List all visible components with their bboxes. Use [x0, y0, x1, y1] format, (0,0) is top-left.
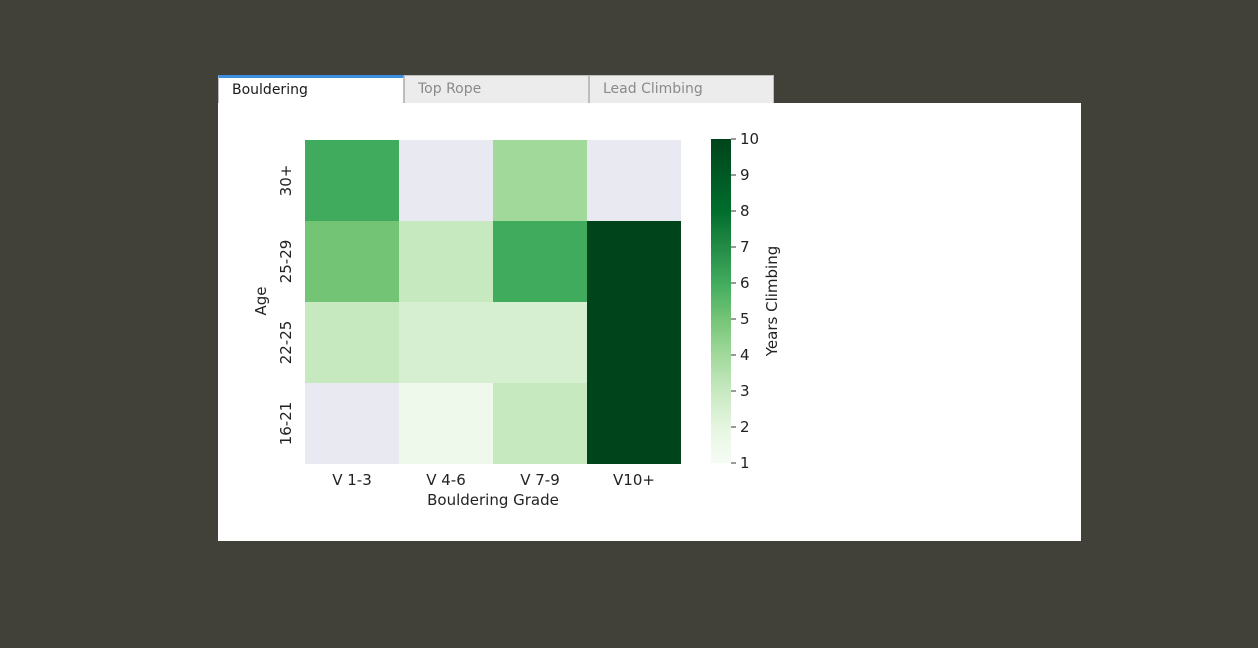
tab-bar: Bouldering Top Rope Lead Climbing — [218, 75, 774, 103]
y-tick-label: 25-29 — [277, 240, 295, 284]
heatmap-cell — [587, 221, 681, 302]
heatmap-cell — [305, 221, 399, 302]
y-tick-label: 22-25 — [277, 321, 295, 365]
tab-top-rope[interactable]: Top Rope — [404, 75, 589, 103]
chart-panel: V 1-3 V 4-6 V 7-9 V10+ 30+ 25-29 22-25 16-21 B… — [218, 103, 1081, 541]
colorbar-tick-label: 7 — [740, 238, 750, 256]
y-tick-label: 16-21 — [277, 402, 295, 446]
colorbar-ticks: 1 2 3 4 5 6 7 8 9 10 — [731, 130, 759, 472]
x-axis-label: Bouldering Grade — [427, 491, 559, 509]
heatmap-cell — [493, 221, 587, 302]
heatmap-cell — [587, 383, 681, 464]
x-tick-label: V 4-6 — [426, 471, 466, 489]
heatmap-cell — [587, 302, 681, 383]
heatmap-cell — [493, 302, 587, 383]
heatmap-cells — [305, 140, 681, 464]
x-tick-label: V 1-3 — [332, 471, 372, 489]
heatmap-cell — [587, 140, 681, 221]
heatmap-cell — [399, 140, 493, 221]
x-tick-label: V10+ — [613, 471, 655, 489]
heatmap-cell — [305, 302, 399, 383]
heatmap-cell — [493, 383, 587, 464]
y-tick-labels: 30+ 25-29 22-25 16-21 — [277, 165, 295, 446]
heatmap-cell — [305, 383, 399, 464]
x-tick-labels: V 1-3 V 4-6 V 7-9 V10+ — [332, 471, 655, 489]
colorbar-tick-label: 10 — [740, 130, 759, 148]
colorbar-label: Years Climbing — [763, 246, 781, 357]
colorbar — [711, 139, 731, 463]
heatmap-cell — [493, 140, 587, 221]
colorbar-tick-label: 2 — [740, 418, 750, 436]
x-tick-label: V 7-9 — [520, 471, 560, 489]
colorbar-tick-label: 5 — [740, 310, 750, 328]
tab-lead-climbing[interactable]: Lead Climbing — [589, 75, 774, 103]
heatmap-cell — [399, 302, 493, 383]
colorbar-tick-label: 8 — [740, 202, 750, 220]
colorbar-tick-label: 1 — [740, 454, 750, 472]
y-tick-label: 30+ — [277, 165, 295, 197]
heatmap-cell — [305, 140, 399, 221]
colorbar-tick-label: 9 — [740, 166, 750, 184]
heatmap-cell — [399, 383, 493, 464]
heatmap-cell — [399, 221, 493, 302]
tab-bouldering[interactable]: Bouldering — [218, 75, 404, 103]
colorbar-tick-label: 6 — [740, 274, 750, 292]
colorbar-tick-label: 3 — [740, 382, 750, 400]
colorbar-tick-label: 4 — [740, 346, 750, 364]
heatmap-chart: V 1-3 V 4-6 V 7-9 V10+ 30+ 25-29 22-25 16-21 B… — [252, 130, 781, 509]
y-axis-label: Age — [252, 286, 270, 315]
